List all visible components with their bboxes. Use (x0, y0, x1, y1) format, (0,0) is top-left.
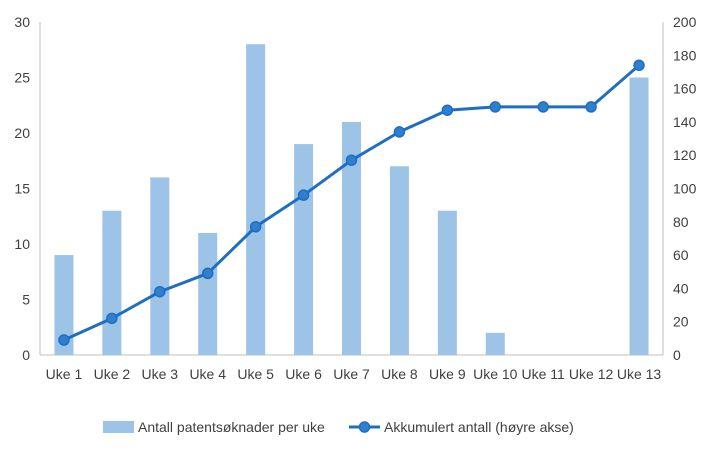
y-left-tick-label: 30 (14, 14, 30, 30)
x-tick-label: Uke 9 (429, 366, 466, 382)
x-tick-label: Uke 5 (237, 366, 274, 382)
y-right-tick-label: 120 (673, 147, 697, 163)
x-tick-label: Uke 3 (142, 366, 179, 382)
legend-label-bars: Antall patentsøknader per uke (138, 419, 325, 435)
legend-swatch-bars (103, 421, 134, 433)
bar-series (54, 44, 649, 356)
line-point (201, 267, 214, 280)
bar (54, 255, 74, 355)
y-right-tick-label: 40 (673, 280, 689, 296)
y-right-tick-label: 140 (673, 114, 697, 130)
line-point (106, 312, 118, 325)
line-series (58, 59, 645, 346)
line-point (441, 104, 454, 116)
bar (150, 177, 170, 355)
bar (102, 210, 122, 355)
x-tick-label: Uke 12 (569, 366, 614, 382)
line-point (345, 154, 358, 166)
bar (342, 121, 361, 356)
x-tick-label: Uke 1 (46, 366, 83, 382)
x-tick-label: Uke 11 (522, 366, 566, 382)
legend-marker-line (358, 421, 371, 433)
y-left-tick-label: 20 (14, 125, 30, 141)
x-tick-label: Uke 6 (285, 366, 322, 382)
x-tick-label: Uke 8 (381, 366, 418, 382)
y-left-tick-label: 5 (22, 292, 30, 308)
y-right-tick-label: 200 (673, 14, 697, 30)
y-right-tick-label: 60 (673, 247, 689, 263)
line-point (249, 221, 262, 233)
line-point (297, 189, 310, 201)
y-left-tick-label: 10 (14, 236, 30, 252)
line-point (585, 101, 597, 113)
line-point (393, 126, 406, 138)
bar (629, 77, 649, 355)
y-right-tick-label: 160 (673, 81, 697, 97)
legend: Antall patentsøknader per uke Akkumulert … (103, 419, 574, 435)
tick-labels: 0 5 10 15 20 25 30 0 20 40 60 80 100 120 140 160 180 200 U… (14, 14, 696, 382)
bar (198, 232, 218, 355)
bar (294, 144, 314, 355)
line-point (489, 101, 502, 113)
legend-label-line: Akkumulert antall (høyre akse) (384, 419, 574, 435)
bar (246, 44, 266, 355)
bar (437, 210, 457, 355)
bar (485, 332, 505, 355)
line-point (154, 285, 166, 298)
x-tick-label: Uke 13 (617, 366, 662, 382)
y-left-tick-label: 15 (14, 181, 30, 197)
line-point (633, 59, 645, 72)
y-right-tick-label: 20 (673, 314, 689, 330)
bar (389, 166, 409, 355)
x-tick-label: Uke 4 (189, 366, 226, 382)
x-tick-label: Uke 7 (333, 366, 370, 382)
y-left-tick-label: 0 (22, 347, 30, 363)
line-point (58, 334, 70, 346)
line-point (537, 101, 549, 113)
y-right-tick-label: 80 (673, 214, 689, 230)
y-right-tick-label: 180 (673, 47, 697, 63)
y-left-tick-label: 25 (14, 70, 30, 86)
y-right-tick-label: 100 (673, 181, 697, 197)
y-right-tick-label: 0 (673, 347, 681, 363)
x-tick-label: Uke 10 (473, 366, 518, 382)
x-tick-label: Uke 2 (94, 366, 131, 382)
